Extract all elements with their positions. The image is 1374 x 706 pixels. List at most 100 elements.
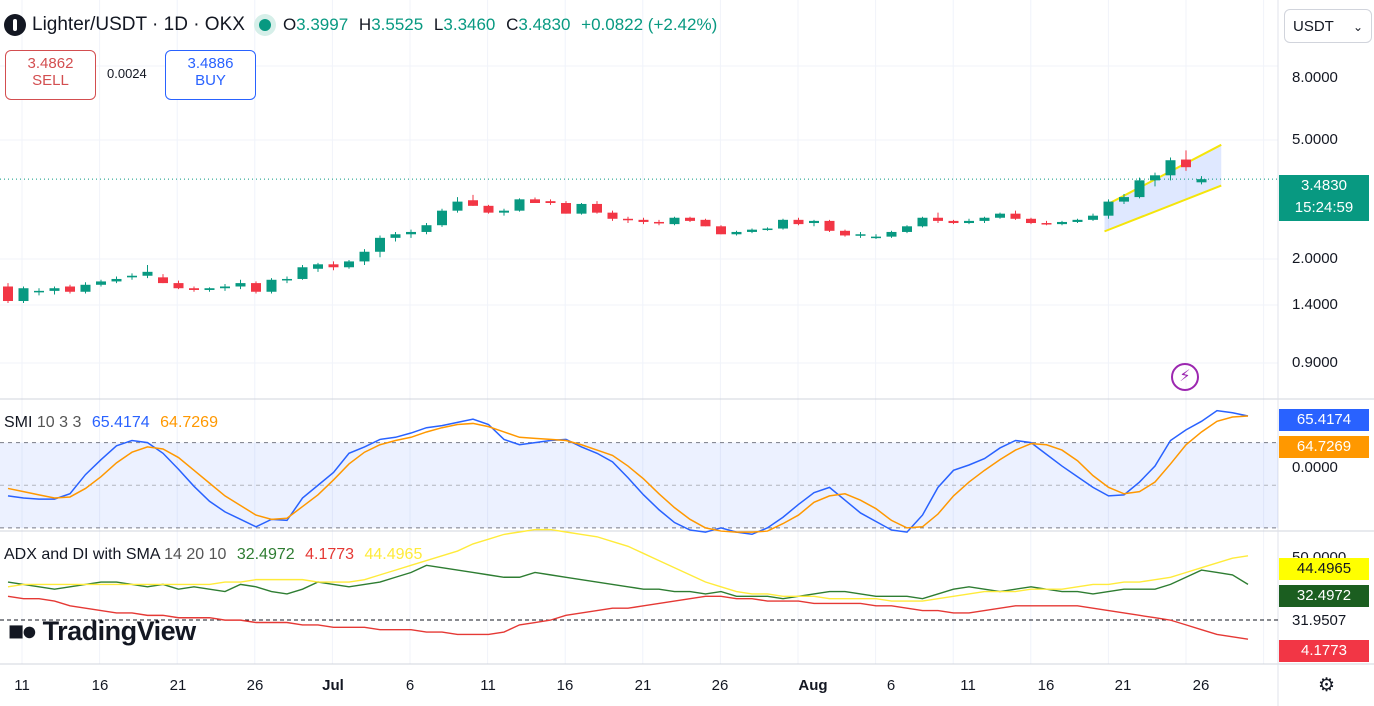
candle-body <box>297 267 308 279</box>
market-open-icon <box>258 19 271 31</box>
candle-body <box>979 217 990 221</box>
price-tick: 8.0000 <box>1292 69 1338 86</box>
bar-countdown: 15:24:59 <box>1294 199 1354 216</box>
settings-gear-icon[interactable]: ⚙ <box>1318 675 1336 696</box>
chevron-down-icon: ⌄ <box>1352 20 1363 34</box>
time-tick: 6 <box>886 677 896 694</box>
symbol-title[interactable]: Lighter/USDT · 1D · OKX <box>32 14 245 35</box>
currency-select[interactable]: USDT ⌄ <box>1284 9 1372 43</box>
candle-body <box>1134 180 1145 198</box>
time-tick: 11 <box>480 677 496 694</box>
candle-body <box>437 210 447 226</box>
last-price: 3.4830 <box>1301 177 1347 194</box>
candle-body <box>49 288 60 291</box>
sell-button[interactable]: 3.4862 SELL <box>5 50 96 100</box>
tradingview-logo[interactable]: ■● TradingView <box>8 616 196 647</box>
candle-body <box>1041 223 1052 225</box>
adx-name: ADX and DI with SMA <box>4 546 160 563</box>
candle-body <box>948 220 959 224</box>
candle-body <box>127 275 137 278</box>
adx-value-1: 32.4972 <box>236 546 295 563</box>
candle-body <box>204 288 215 290</box>
candle-body <box>1165 160 1176 176</box>
time-tick: 16 <box>556 677 574 694</box>
candle-body <box>1196 179 1207 183</box>
lightning-icon[interactable]: ⚡︎ <box>1171 363 1199 391</box>
candle-body <box>592 203 602 213</box>
close-value: 3.4830 <box>518 15 571 34</box>
smi-d-tag: 64.7269 <box>1279 436 1369 458</box>
candle-body <box>669 217 680 225</box>
smi-pane <box>0 409 1278 536</box>
candle-series <box>0 150 1278 303</box>
candle-body <box>716 226 726 235</box>
candle-body <box>778 219 788 229</box>
candle-body <box>1150 175 1160 181</box>
candle-body <box>142 271 153 276</box>
spread-value: 0.0024 <box>107 66 147 81</box>
parallel-channel-drawing[interactable] <box>1104 143 1222 233</box>
time-tick: Aug <box>798 677 828 694</box>
candle-body <box>731 231 742 235</box>
candle-body <box>375 237 385 252</box>
candle-body <box>483 205 494 213</box>
candle-body <box>344 261 354 268</box>
time-tick: 26 <box>1192 677 1210 694</box>
candle-body <box>3 286 13 302</box>
candle-body <box>359 251 370 262</box>
candle-body <box>871 236 881 239</box>
candle-body <box>452 201 463 211</box>
candle-body <box>933 217 943 221</box>
candle-body <box>607 212 618 219</box>
candle-body <box>34 290 44 293</box>
candle-body <box>855 234 866 236</box>
candle-body <box>468 200 478 206</box>
close-label: C <box>506 15 519 34</box>
candle-body <box>96 281 106 285</box>
candle-body <box>886 231 897 237</box>
candle-body <box>902 226 912 232</box>
candle-body <box>158 277 168 284</box>
candle-body <box>561 203 571 214</box>
candle-body <box>1088 215 1098 220</box>
candle-body <box>964 220 974 224</box>
candle-body <box>995 213 1005 218</box>
chart-header: Lighter/USDT · 1D · OKX O3.3997 H3.5525 … <box>4 10 717 40</box>
candle-body <box>638 219 649 222</box>
time-tick: 16 <box>1037 677 1055 694</box>
time-tick: 21 <box>1114 677 1132 694</box>
adx-value-2: 4.1773 <box>305 546 355 563</box>
time-tick: 11 <box>960 677 976 694</box>
candle-body <box>1103 201 1114 216</box>
smi-value-d: 64.7269 <box>160 414 218 431</box>
buy-button[interactable]: 3.4886 BUY <box>165 50 256 100</box>
candle-body <box>917 217 928 227</box>
candle-body <box>623 218 633 221</box>
candle-body <box>1010 213 1021 219</box>
adx-tag: 32.4972 <box>1279 585 1369 607</box>
candle-body <box>220 286 230 289</box>
candle-body <box>793 219 804 225</box>
time-tick: 21 <box>634 677 652 694</box>
currency-value: USDT <box>1293 18 1334 35</box>
smi-line <box>7 409 1249 536</box>
candle-body <box>576 203 587 214</box>
candle-body <box>80 284 91 292</box>
low-label: L <box>433 15 444 34</box>
price-tick: 5.0000 <box>1292 131 1338 148</box>
channel-lower-line <box>1104 184 1222 233</box>
adx-line <box>7 528 1249 602</box>
time-tick: 26 <box>711 677 729 694</box>
lighter-logo-icon <box>4 14 26 36</box>
di-minus-tag: 4.1773 <box>1279 640 1369 662</box>
brand-name: TradingView <box>42 616 197 646</box>
smi-value-k: 65.4174 <box>91 414 150 431</box>
candle-body <box>65 286 75 292</box>
open-value: 3.3997 <box>296 15 349 34</box>
price-tick: 1.4000 <box>1292 296 1338 313</box>
open-label: O <box>282 15 297 34</box>
candle-body <box>762 228 773 231</box>
candle-body <box>266 279 277 292</box>
